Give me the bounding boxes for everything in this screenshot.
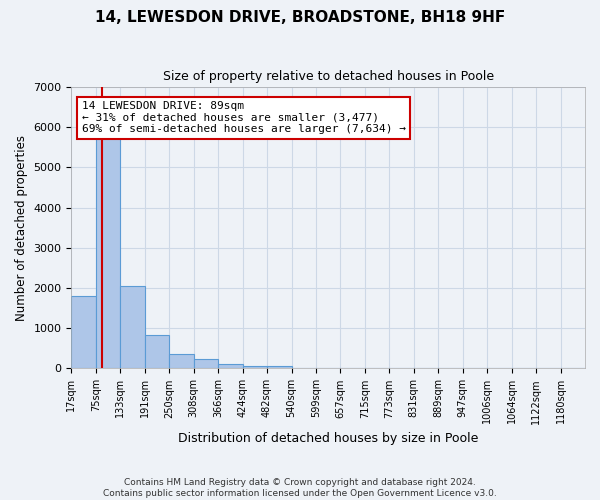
Bar	[169, 354, 194, 368]
Text: Contains HM Land Registry data © Crown copyright and database right 2024.
Contai: Contains HM Land Registry data © Crown c…	[103, 478, 497, 498]
Bar	[121, 286, 145, 368]
Y-axis label: Number of detached properties: Number of detached properties	[15, 134, 28, 320]
Bar	[242, 366, 267, 368]
Bar	[71, 296, 96, 368]
X-axis label: Distribution of detached houses by size in Poole: Distribution of detached houses by size …	[178, 432, 478, 445]
Bar	[267, 366, 292, 368]
Title: Size of property relative to detached houses in Poole: Size of property relative to detached ho…	[163, 70, 494, 83]
Bar	[145, 336, 169, 368]
Bar	[194, 359, 218, 368]
Bar	[218, 364, 242, 368]
Bar	[96, 137, 121, 368]
Text: 14, LEWESDON DRIVE, BROADSTONE, BH18 9HF: 14, LEWESDON DRIVE, BROADSTONE, BH18 9HF	[95, 10, 505, 25]
Text: 14 LEWESDON DRIVE: 89sqm
← 31% of detached houses are smaller (3,477)
69% of sem: 14 LEWESDON DRIVE: 89sqm ← 31% of detach…	[82, 101, 406, 134]
